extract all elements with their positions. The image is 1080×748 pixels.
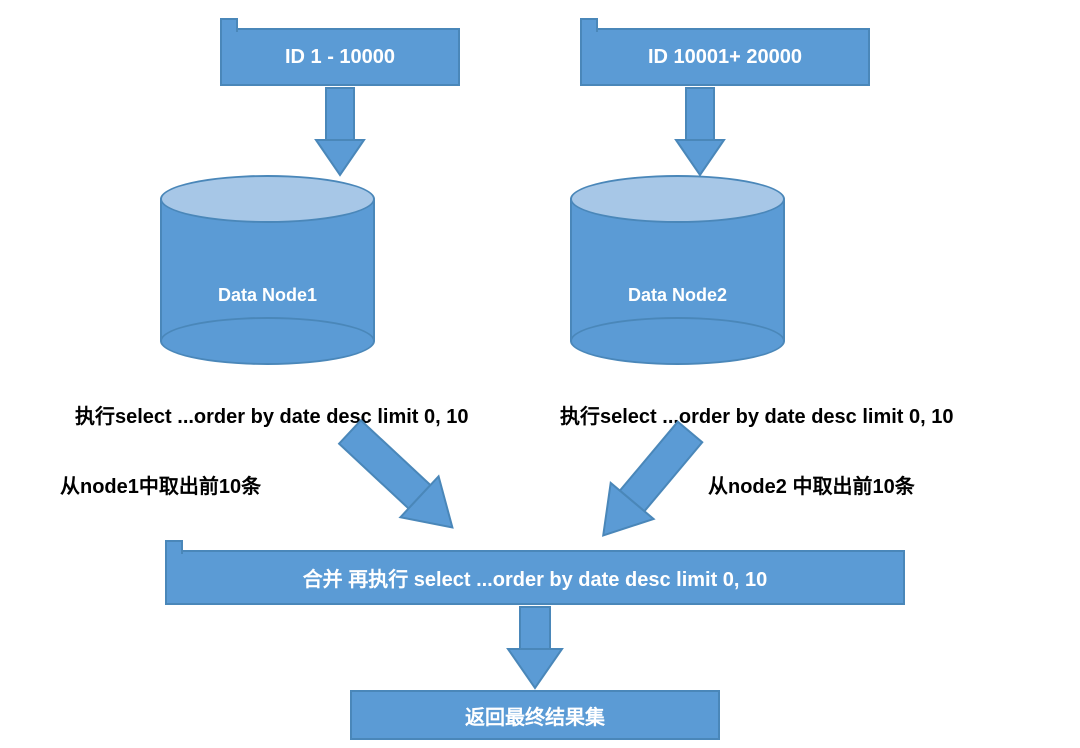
- result-box: 返回最终结果集: [350, 690, 720, 740]
- arrow-merge-to-result: [0, 0, 1080, 748]
- result-label: 返回最终结果集: [465, 701, 605, 730]
- diagram-canvas: ID 1 - 10000 ID 10001+ 20000 Data Node1 …: [0, 0, 1080, 748]
